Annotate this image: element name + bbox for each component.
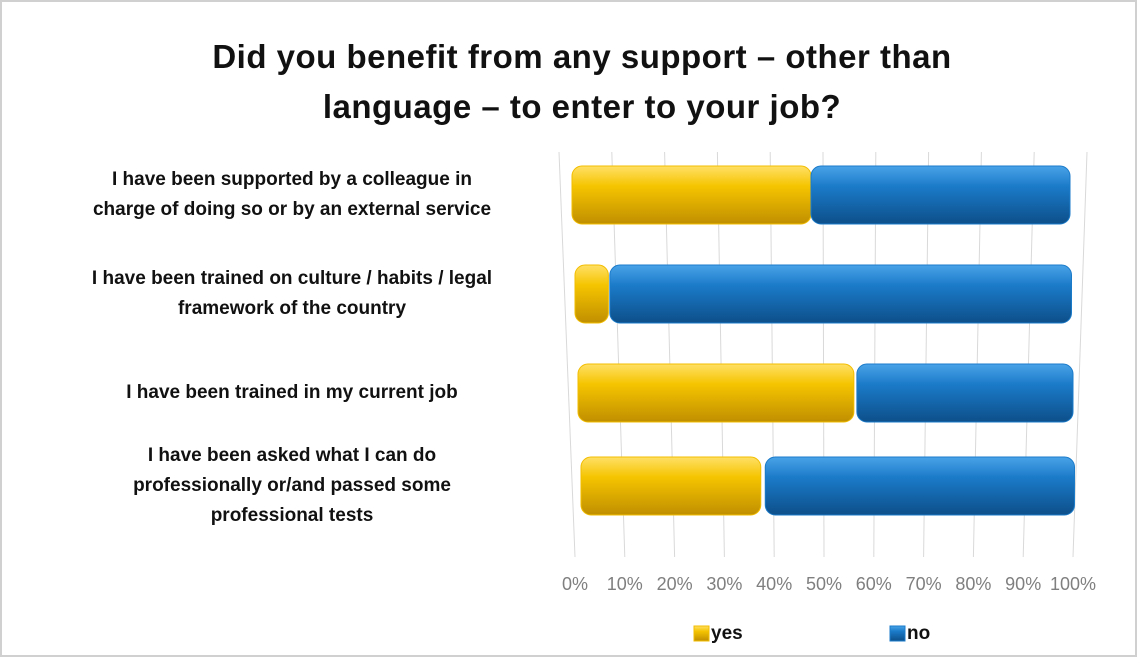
bar-segment <box>571 165 812 225</box>
chart-title: Did you benefit from any support – other… <box>212 38 952 125</box>
x-tick-label: 30% <box>706 574 742 594</box>
x-tick-label: 0% <box>562 574 588 594</box>
legend-label: no <box>907 623 930 644</box>
category-label: I have been supported by a colleague in … <box>92 169 492 220</box>
category-label: I have been trained in my current job <box>126 382 458 403</box>
grid-line <box>1072 151 1088 558</box>
bar-segment <box>609 264 1072 324</box>
bar-segment <box>856 363 1074 423</box>
category-label: I have been trained on culture / habits … <box>91 268 493 319</box>
legend-label: yes <box>711 623 743 644</box>
grid-line <box>558 151 576 558</box>
bar-segment <box>577 363 855 423</box>
x-tick-label: 100% <box>1050 574 1096 594</box>
x-tick-label: 80% <box>955 574 991 594</box>
x-tick-label: 40% <box>756 574 792 594</box>
x-tick-label: 20% <box>657 574 693 594</box>
x-tick-label: 60% <box>856 574 892 594</box>
legend-swatch <box>693 625 710 642</box>
x-tick-label: 10% <box>607 574 643 594</box>
category-label: I have been asked what I can do professi… <box>133 445 451 526</box>
legend-swatch <box>889 625 906 642</box>
bar-segment <box>580 456 762 516</box>
bar-segment <box>764 456 1075 516</box>
bar-segment <box>574 264 609 324</box>
x-tick-label: 70% <box>906 574 942 594</box>
x-tick-label: 50% <box>806 574 842 594</box>
x-tick-label: 90% <box>1005 574 1041 594</box>
bar-segment <box>810 165 1071 225</box>
